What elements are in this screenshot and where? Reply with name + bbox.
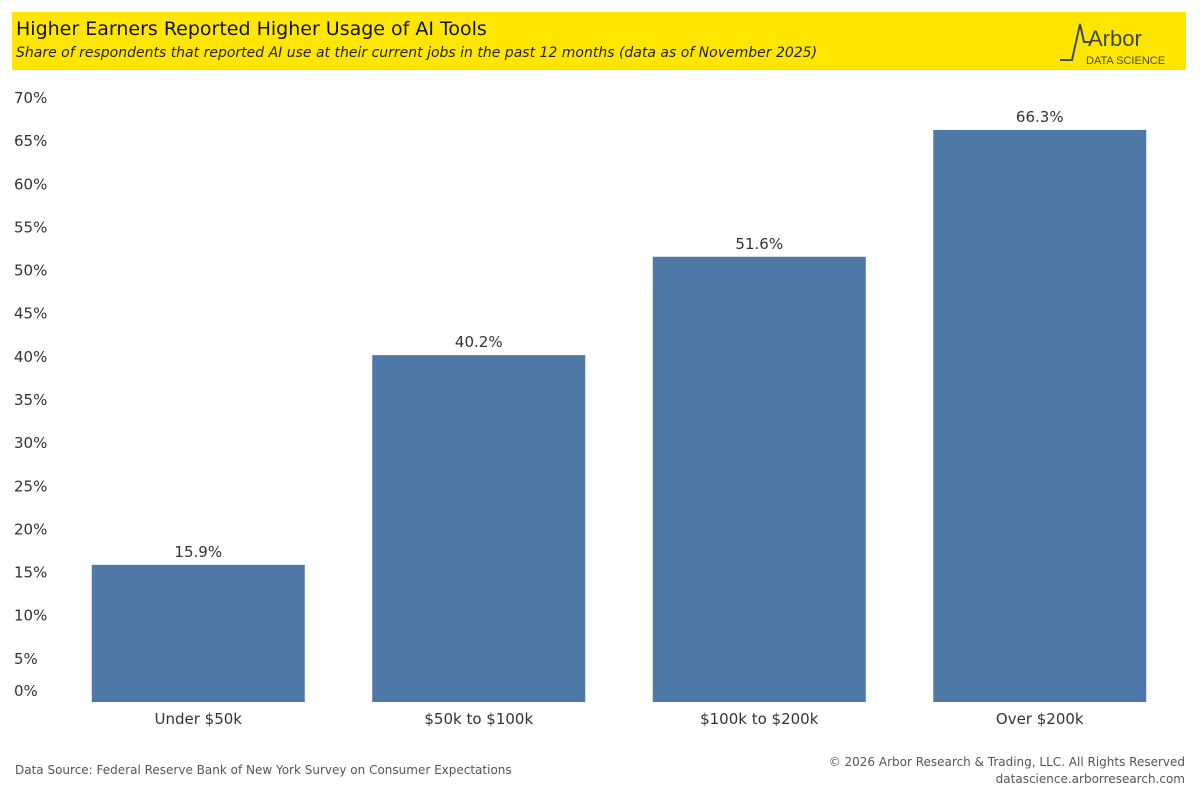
y-tick-label: 25% xyxy=(14,477,47,495)
footer-credits: © 2026 Arbor Research & Trading, LLC. Al… xyxy=(829,754,1185,788)
bar-value-label: 40.2% xyxy=(455,333,503,351)
data-source: Data Source: Federal Reserve Bank of New… xyxy=(15,763,512,777)
chart-header: Higher Earners Reported Higher Usage of … xyxy=(12,12,1186,70)
logo-word: Arbor xyxy=(1088,26,1142,51)
y-tick-label: 65% xyxy=(14,132,47,150)
bar xyxy=(372,355,586,702)
x-tick-label: $100k to $200k xyxy=(700,710,819,728)
x-tick-label: Over $200k xyxy=(996,710,1084,728)
bar-value-label: 66.3% xyxy=(1016,108,1064,126)
x-tick-label: $50k to $100k xyxy=(424,710,533,728)
bar-value-label: 15.9% xyxy=(174,543,222,561)
arbor-logo: Arbor DATA SCIENCE xyxy=(1058,16,1178,68)
y-tick-label: 10% xyxy=(14,607,47,625)
y-tick-label: 40% xyxy=(14,348,47,366)
copyright-text: © 2026 Arbor Research & Trading, LLC. Al… xyxy=(828,755,1185,769)
y-tick-label: 20% xyxy=(14,520,47,538)
chart-title: Higher Earners Reported Higher Usage of … xyxy=(16,18,487,40)
y-tick-label: 50% xyxy=(14,262,47,280)
y-tick-label: 70% xyxy=(14,89,47,107)
bar xyxy=(652,256,866,702)
bar xyxy=(933,129,1147,702)
bar-chart: 0% 5% 10% 15% 20% 25% 30% 35% 40% 45% 50% 55% 60% 65%… xyxy=(14,89,1147,728)
x-tick-label: Under $50k xyxy=(155,710,243,728)
website-text: datascience.arborresearch.com xyxy=(995,772,1185,786)
logo-sub: DATA SCIENCE xyxy=(1086,55,1165,67)
bar-value-label: 51.6% xyxy=(735,235,783,253)
y-tick-label: 55% xyxy=(14,218,47,236)
y-tick-label: 45% xyxy=(14,305,47,323)
y-tick-label: 60% xyxy=(14,175,47,193)
chart-subtitle: Share of respondents that reported AI us… xyxy=(16,45,818,61)
y-tick-label: 15% xyxy=(14,564,47,582)
y-tick-label: 35% xyxy=(14,391,47,409)
y-tick-label: 30% xyxy=(14,434,47,452)
bar xyxy=(91,564,305,702)
y-tick-label: 5% xyxy=(14,650,38,668)
arbor-logo-icon: Arbor DATA SCIENCE xyxy=(1060,23,1165,67)
y-tick-label: 0% xyxy=(14,682,38,700)
